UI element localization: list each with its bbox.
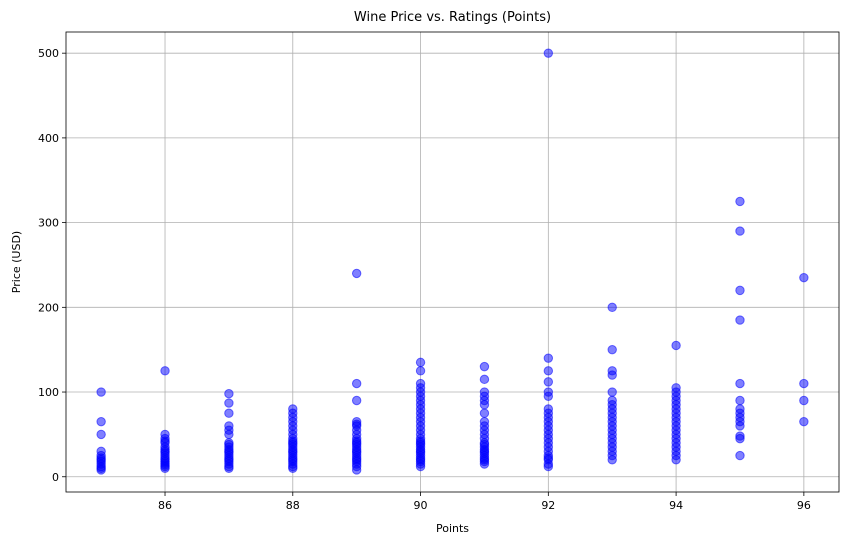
data-point [96, 429, 106, 440]
data-point [479, 408, 490, 418]
data-point [607, 344, 617, 355]
data-point [735, 378, 745, 389]
data-point [415, 461, 426, 472]
data-point [224, 463, 234, 473]
data-points [96, 48, 809, 475]
y-tick-label: 0 [52, 471, 59, 484]
y-tick-label: 500 [38, 47, 59, 60]
data-point [96, 387, 106, 397]
data-point [96, 416, 106, 427]
data-point [543, 48, 554, 58]
data-point [607, 302, 617, 313]
x-tick-label: 94 [669, 499, 683, 512]
data-point [415, 357, 426, 368]
data-point [671, 340, 681, 351]
data-point [607, 455, 617, 465]
y-tick-label: 100 [38, 386, 59, 399]
y-tick-label: 300 [38, 217, 59, 230]
data-point [671, 455, 681, 465]
x-tick-label: 92 [541, 499, 555, 512]
grid-lines [66, 32, 839, 492]
chart-title: Wine Price vs. Ratings (Points) [354, 10, 551, 25]
data-point [735, 395, 745, 406]
data-point [735, 433, 745, 444]
x-axis-ticks: 86 88 90 92 94 96 [158, 492, 811, 512]
data-point [351, 465, 362, 475]
data-point [160, 463, 170, 473]
data-point [224, 389, 234, 399]
data-point [799, 416, 809, 427]
data-point [735, 285, 745, 296]
data-point [543, 391, 554, 401]
data-point [735, 315, 745, 325]
y-tick-label: 200 [38, 301, 59, 314]
data-point [160, 366, 170, 376]
x-tick-label: 86 [158, 499, 172, 512]
data-point [735, 421, 745, 431]
data-point [224, 398, 234, 408]
data-point [224, 408, 234, 418]
y-axis-ticks: 0 100 200 300 400 500 [38, 47, 66, 484]
data-point [735, 196, 745, 207]
x-tick-label: 88 [286, 499, 300, 512]
data-point [351, 395, 362, 406]
data-point [607, 370, 617, 380]
data-point [543, 461, 554, 472]
data-point [799, 378, 809, 389]
data-point [799, 272, 809, 283]
data-point [799, 395, 809, 406]
data-point [479, 361, 490, 372]
data-point [543, 366, 554, 376]
data-point [735, 226, 745, 236]
y-tick-label: 400 [38, 132, 59, 145]
x-axis-label: Points [436, 522, 469, 535]
data-point [288, 463, 298, 473]
data-point [735, 450, 745, 461]
data-point [543, 377, 554, 387]
data-point [224, 429, 234, 440]
data-point [543, 353, 554, 363]
data-point [351, 378, 362, 389]
x-tick-label: 90 [414, 499, 428, 512]
x-tick-label: 96 [797, 499, 811, 512]
data-point [351, 268, 362, 279]
data-point [479, 374, 490, 385]
data-point [415, 366, 426, 376]
y-axis-label: Price (USD) [10, 231, 23, 293]
data-point [607, 387, 617, 397]
data-point [96, 465, 106, 475]
data-point [479, 400, 490, 410]
data-point [479, 459, 490, 469]
plot-frame [65, 31, 840, 493]
